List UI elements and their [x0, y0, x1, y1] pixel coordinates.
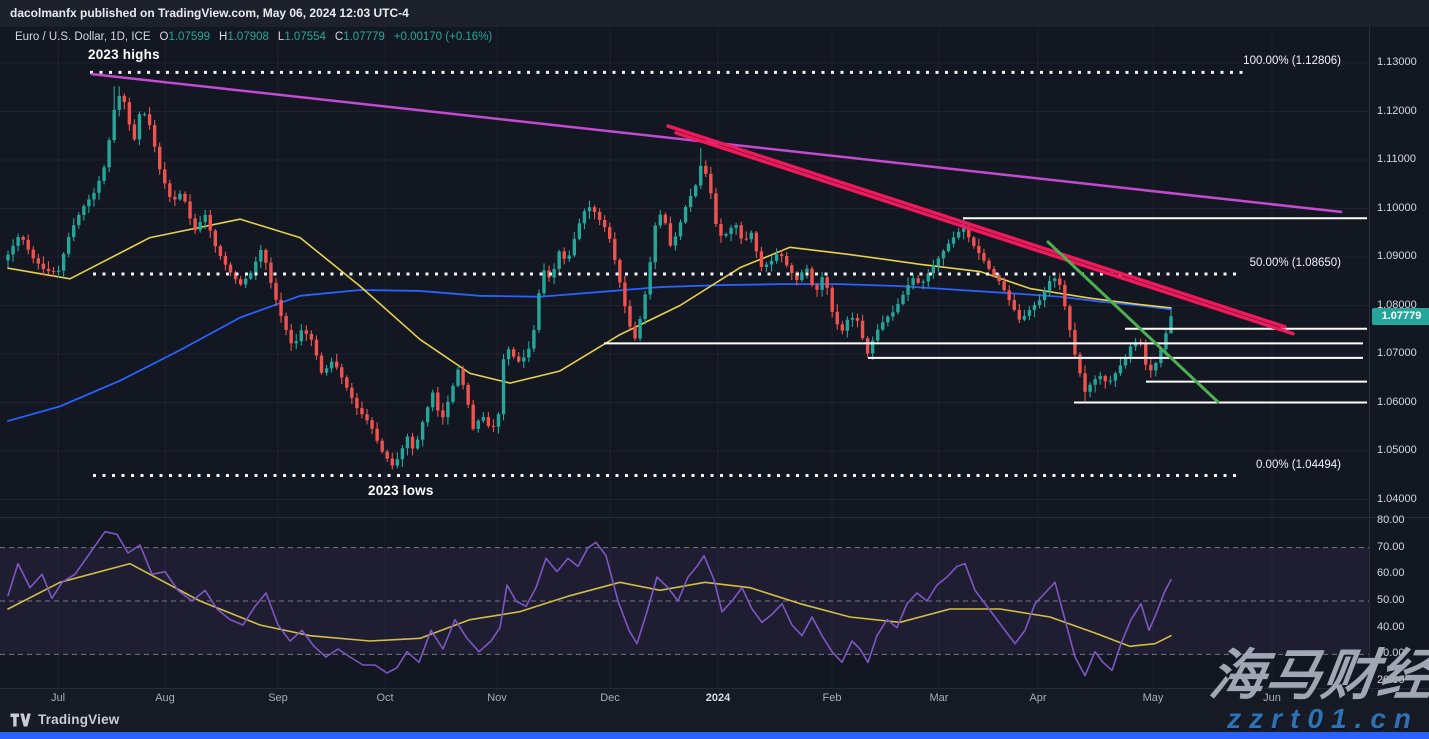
ohlc-low: L1.07554: [277, 31, 326, 43]
price-axis-label: 1.05000: [1377, 444, 1417, 456]
price-axis-label: 1.13000: [1377, 56, 1417, 68]
rsi-axis-label: 20.00: [1377, 674, 1405, 686]
footer-bar: TradingView: [0, 707, 1429, 732]
time-axis-label: Oct: [376, 692, 394, 704]
rsi-axis-label: 30.00: [1377, 647, 1405, 660]
annotation-2023-lows: 2023 lows: [368, 483, 434, 498]
watermark-cn: 海马财经: [1205, 644, 1429, 706]
price-axis-label: 1.09000: [1377, 250, 1417, 262]
publish-text: dacolmanfx published on TradingView.com,…: [10, 6, 409, 20]
publish-bar: dacolmanfx published on TradingView.com,…: [0, 0, 1429, 27]
tradingview-brand[interactable]: TradingView: [38, 712, 120, 727]
time-axis-label: Nov: [487, 692, 507, 704]
time-axis-label: Dec: [600, 692, 620, 704]
time-axis-label: 2024: [705, 692, 731, 704]
rsi-axis-label: 70.00: [1377, 540, 1405, 553]
rsi-axis-label: 50.00: [1377, 594, 1405, 606]
price-axis-label: 1.11000: [1377, 153, 1416, 165]
price-axis-label: 1.04000: [1377, 492, 1417, 505]
time-axis-label: May: [1142, 692, 1164, 704]
price-axis-label: 1.08000: [1377, 298, 1417, 311]
symbol-title: Euro / U.S. Dollar, 1D, ICE: [15, 31, 151, 43]
time-axis-label: Apr: [1029, 692, 1047, 704]
time-axis-label: Jun: [1263, 692, 1281, 704]
rsi-axis-label: 60.00: [1377, 567, 1405, 580]
last-price-badge: 1.07779: [1372, 307, 1429, 325]
annotation-2023-highs: 2023 highs: [88, 47, 160, 62]
ohlc-high: H1.07908: [219, 31, 269, 43]
ohlc-open: O1.07599: [159, 31, 211, 43]
symbol-legend[interactable]: Euro / U.S. Dollar, 1D, ICE O1.07599 H1.…: [15, 31, 492, 43]
fib-label-100: 100.00% (1.12806): [1243, 55, 1341, 68]
time-axis-label: Mar: [929, 692, 949, 704]
time-axis-label: Aug: [155, 692, 175, 704]
price-axis-label: 1.10000: [1377, 201, 1417, 214]
time-axis-label: Feb: [822, 692, 842, 704]
fib-label-50: 50.00% (1.08650): [1249, 256, 1341, 269]
price-axis-label: 1.06000: [1377, 395, 1417, 408]
fib-label-0: 0.00% (1.04494): [1255, 458, 1341, 471]
time-axis[interactable]: Jul Aug Sep Oct Nov Dec 2024 Feb Mar Apr May Jun: [0, 688, 1429, 708]
time-axis-label: Jul: [50, 692, 66, 704]
ohlc-close: C1.07779: [334, 31, 385, 43]
price-axis-label: 1.12000: [1377, 104, 1417, 117]
rsi-axis-label: 80.00: [1377, 514, 1405, 526]
tradingview-logo-icon[interactable]: [10, 713, 31, 727]
price-axis-label: 1.07000: [1377, 347, 1417, 359]
time-axis-label: Sep: [268, 692, 288, 704]
rsi-axis-label: 40.00: [1377, 620, 1405, 633]
change-value: +0.00170 (+0.16%): [393, 31, 493, 43]
watermark-domain: zzrt01.cn: [1227, 703, 1419, 734]
bottom-accent-bar: [0, 732, 1429, 739]
